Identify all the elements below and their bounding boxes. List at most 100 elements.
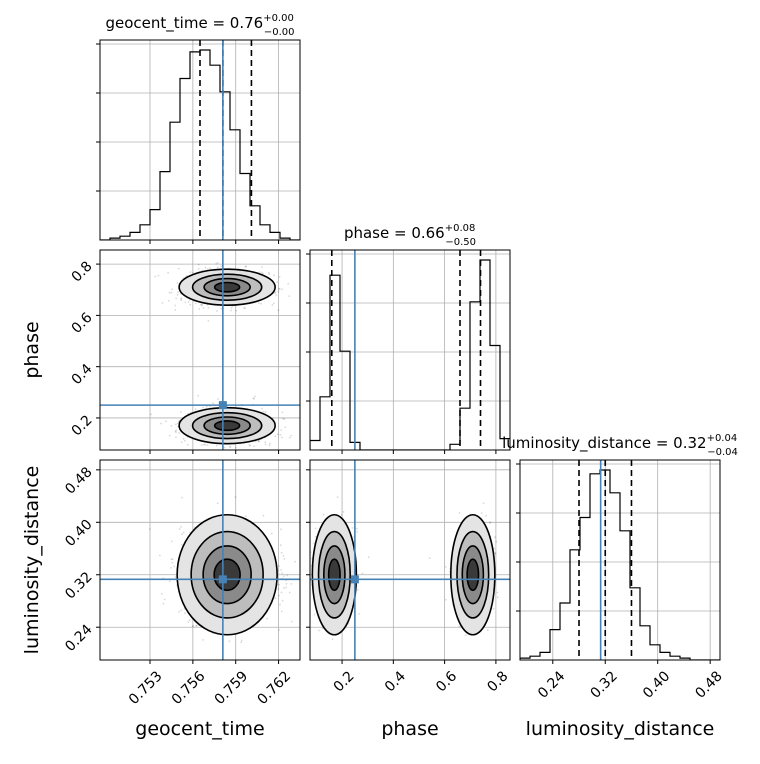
sample-point: [178, 528, 181, 530]
sample-point: [361, 572, 364, 575]
sample-point: [195, 625, 198, 627]
ytick-label-phase: 0.4: [69, 361, 96, 388]
sample-point: [240, 641, 243, 644]
sample-point: [258, 302, 260, 304]
sample-point: [274, 291, 277, 294]
sample-point: [279, 544, 282, 547]
mode-0-contour: [178, 268, 276, 306]
sample-point: [280, 528, 282, 531]
sample-point: [229, 446, 232, 448]
sample-point: [181, 533, 184, 536]
title-sub: −0.50: [445, 237, 476, 248]
p2d-clip: [100, 250, 300, 453]
sample-point: [275, 294, 278, 296]
xaxis-label-geocent_time: geocent_time: [135, 718, 264, 740]
sample-point: [244, 265, 247, 268]
p2d-truth-marker: [218, 575, 227, 584]
xtick-label-luminosity_distance: 0.40: [640, 668, 673, 701]
mode-1-contour: [311, 513, 358, 636]
mode-contour: [202, 545, 252, 605]
sample-point: [268, 273, 271, 276]
sample-point: [280, 610, 283, 613]
yaxis-label-phase: phase: [21, 321, 43, 378]
sample-point: [244, 515, 247, 517]
sample-point: [212, 402, 214, 405]
yaxis-label-luminosity_distance: luminosity_distance: [21, 466, 43, 655]
sample-point: [181, 496, 183, 499]
sample-point: [497, 596, 499, 599]
sample-point: [148, 528, 151, 531]
xtick-label-geocent_time: 0.759: [212, 668, 252, 708]
sample-point: [480, 512, 483, 515]
sample-point: [197, 267, 200, 270]
sample-point: [322, 513, 325, 516]
sample-point: [206, 268, 209, 271]
sample-point: [367, 556, 370, 559]
sample-point: [200, 304, 203, 307]
xaxis-label-phase: phase: [381, 718, 438, 740]
mode-1-density: [328, 559, 341, 591]
sample-point: [243, 307, 245, 309]
sample-point: [175, 429, 178, 431]
p2d-frame: [99, 249, 301, 451]
sample-point: [282, 417, 284, 420]
sample-point: [178, 432, 181, 434]
sample-point: [160, 422, 162, 425]
sample-point: [314, 535, 317, 538]
sample-point: [199, 303, 202, 306]
mode-1-contour: [317, 530, 351, 619]
xtick-label-phase: 0.8: [484, 668, 511, 695]
sample-point: [494, 536, 496, 539]
sample-point: [167, 271, 170, 274]
hist-0-frame: [99, 39, 301, 241]
sample-point: [182, 438, 185, 440]
sample-point: [495, 540, 498, 543]
sample-point: [261, 407, 263, 410]
sample-point: [228, 640, 231, 643]
sample-point: [258, 451, 260, 453]
sample-point: [282, 555, 285, 557]
sample-point: [168, 434, 171, 437]
ytick-label-luminosity_distance: 0.40: [62, 517, 95, 550]
sample-point: [180, 526, 183, 528]
sample-point: [191, 272, 194, 274]
mode-1-contour: [213, 420, 241, 432]
sample-point: [260, 302, 262, 305]
sample-point: [174, 423, 177, 426]
sample-point: [302, 596, 304, 598]
sample-point: [279, 434, 282, 436]
sample-point: [197, 263, 200, 266]
sample-point: [235, 309, 238, 312]
sample-point: [223, 446, 226, 449]
sample-point: [157, 274, 160, 277]
ytick-label-phase: 0.8: [69, 258, 96, 285]
sample-point: [288, 295, 291, 297]
sample-point: [202, 443, 205, 446]
hist-panel-geocent_time: geocent_time = 0.76+0.00 −0.00: [96, 13, 301, 244]
sample-point: [269, 442, 271, 445]
sample-point: [489, 522, 491, 524]
sample-point: [283, 558, 286, 560]
title-main: geocent_time = 0.76: [106, 14, 264, 33]
sample-point: [252, 397, 255, 399]
sample-point: [249, 444, 252, 447]
sample-point: [253, 445, 256, 448]
sample-point: [202, 406, 204, 409]
xtick-label-luminosity_distance: 0.24: [535, 668, 568, 701]
sample-point: [171, 561, 174, 564]
sample-point: [174, 430, 177, 433]
sample-point: [163, 598, 166, 601]
sample-point: [180, 299, 183, 302]
panel-title-geocent_time: geocent_time = 0.76+0.00 −0.00: [106, 13, 295, 38]
sample-point: [220, 307, 223, 310]
sample-point: [428, 557, 431, 560]
panel-2d-geocent_time-luminosity_distance: [96, 459, 304, 664]
sample-point: [217, 266, 219, 269]
ytick-label-phase: 0.6: [69, 310, 96, 337]
sample-point: [161, 592, 163, 595]
sample-point: [280, 429, 282, 431]
hist-panel-phase: phase = 0.66+0.08 −0.50: [306, 223, 511, 454]
sample-point: [496, 591, 499, 594]
